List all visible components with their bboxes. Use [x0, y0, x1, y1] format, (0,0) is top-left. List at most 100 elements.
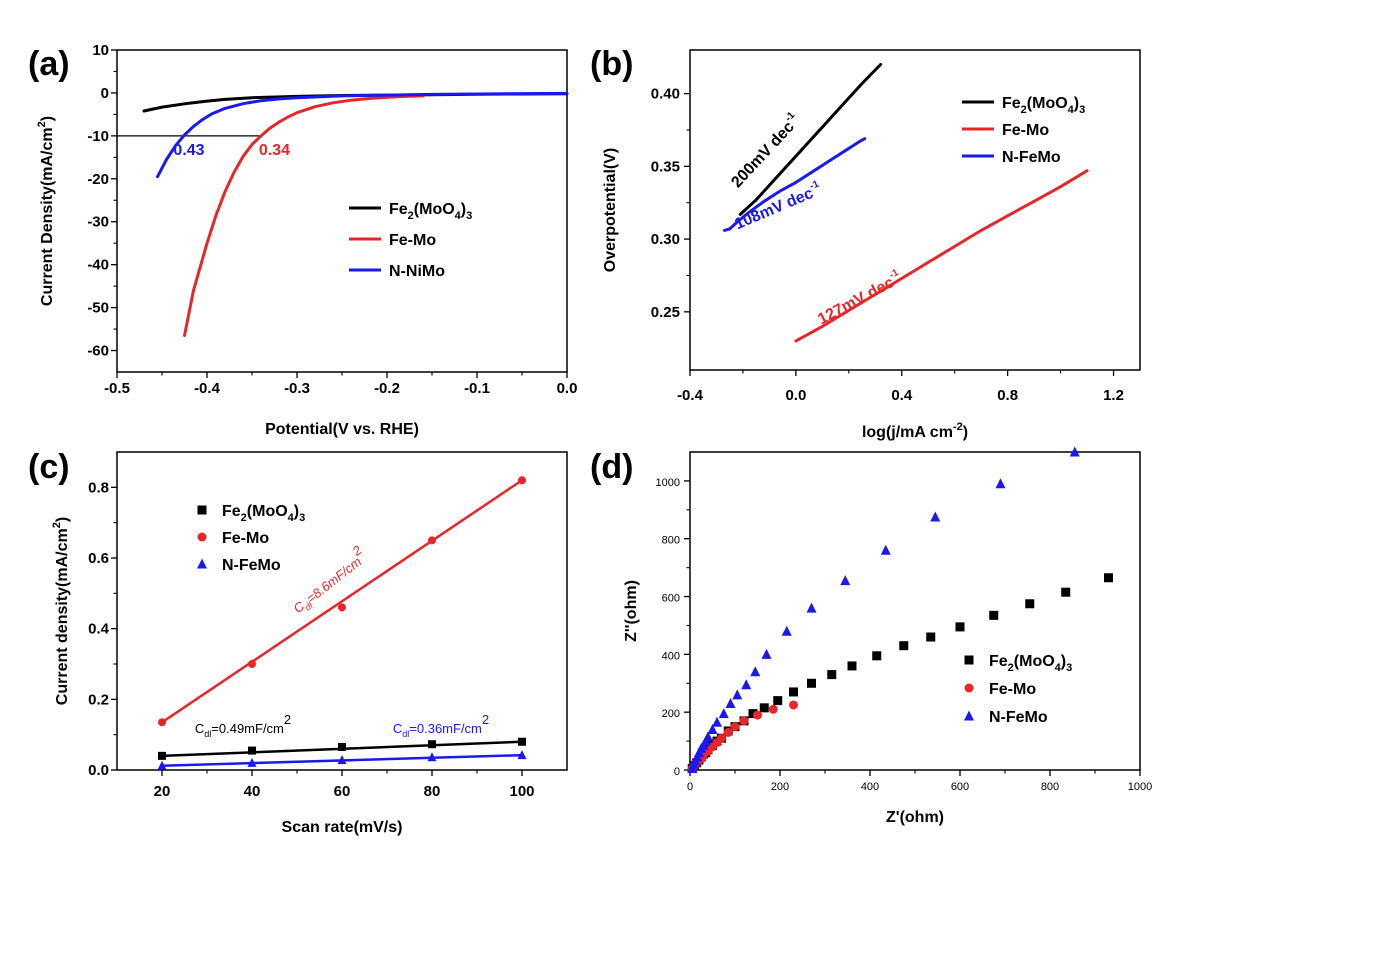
triangle-marker — [750, 666, 761, 677]
y-tick-label: 0 — [674, 766, 680, 778]
square-marker — [518, 737, 526, 746]
legend-label: Fe2(MoO4)3 — [222, 503, 305, 524]
x-tick-label: 1000 — [1128, 781, 1152, 793]
value-annotation: 0.43 — [173, 142, 204, 159]
cdl-annotation: Cdl=0.49mF/cm2 — [195, 712, 291, 739]
square-marker — [1061, 587, 1071, 597]
square-marker — [1025, 599, 1035, 609]
y-tick-label: 800 — [662, 535, 680, 547]
legend-label: N-FeMo — [1002, 149, 1061, 166]
triangle-marker — [725, 698, 736, 709]
x-tick-label: 1.2 — [1103, 387, 1124, 404]
triangle-marker — [517, 750, 527, 760]
circle-marker — [518, 476, 526, 485]
x-tick-label: 60 — [334, 783, 351, 800]
plot-frame — [116, 49, 568, 373]
chart-panel-b: (b) -0.4 0.0 0.4 0.8 1.2 0.25 0.30 0.35 0.40 log(j… — [590, 45, 1141, 441]
x-tick-label: -0.2 — [374, 380, 400, 397]
y-tick-label: 0.8 — [88, 479, 109, 496]
triangle-marker — [712, 716, 722, 727]
square-marker — [899, 641, 909, 651]
triangle-marker — [741, 679, 752, 690]
triangle-marker — [197, 558, 207, 569]
y-axis-label: Current density(mA/cm2) — [51, 517, 71, 705]
square-marker — [807, 678, 816, 688]
square-marker — [338, 743, 346, 752]
y-axis-label: Z''(ohm) — [623, 580, 640, 642]
triangle-marker — [247, 757, 257, 767]
x-tick-label: 600 — [951, 781, 969, 793]
legend-label: Fe2(MoO4)3 — [1002, 95, 1085, 116]
x-axis-label: Potential(V vs. RHE) — [265, 421, 419, 438]
triangle-marker — [964, 710, 974, 721]
y-tick-label: 1000 — [656, 477, 680, 489]
circle-marker — [248, 660, 256, 668]
series-line-Fe-Mo — [183, 94, 425, 337]
y-tick-label: 0.6 — [88, 550, 109, 567]
y-tick-label: 0.2 — [88, 691, 109, 708]
series-line-Fe2(MoO4)3 — [738, 63, 883, 216]
x-tick-label: -0.4 — [194, 380, 221, 397]
square-marker — [158, 751, 166, 760]
triangle-marker — [157, 760, 167, 770]
panel-tag: (d) — [590, 448, 633, 486]
square-marker — [248, 746, 256, 755]
legend-label: Fe2(MoO4)3 — [389, 201, 472, 222]
x-tick-label: 200 — [771, 781, 789, 793]
circle-marker — [753, 710, 762, 720]
square-marker — [872, 651, 882, 661]
slope-annotation: 108mV dec-1 — [731, 178, 824, 233]
legend-label: Fe-Mo — [389, 232, 436, 249]
circle-marker — [964, 683, 974, 693]
triangle-marker — [1069, 446, 1080, 457]
x-tick-label: 0.8 — [997, 387, 1018, 404]
triangle-marker — [806, 602, 817, 613]
cdl-annotation: Cdl=8.6mF/cm2 — [285, 542, 372, 619]
x-axis-label: log(j/mA cm-2) — [862, 421, 968, 441]
triangle-marker — [732, 689, 743, 700]
y-tick-label: 0.25 — [651, 304, 680, 321]
circle-marker — [768, 704, 778, 714]
x-axis-label: Z'(ohm) — [886, 809, 944, 826]
panel-tag: (a) — [28, 45, 70, 83]
y-tick-label: 400 — [662, 650, 680, 662]
circle-marker — [338, 603, 346, 612]
x-tick-label: 0.0 — [785, 387, 806, 404]
legend-label: Fe2(MoO4)3 — [989, 653, 1072, 674]
chart-panel-c: (c) 20 40 60 80 100 0.0 0.2 0.4 0.6 0.8 Scan rate(m… — [28, 448, 568, 836]
triangle-marker — [703, 731, 713, 742]
legend: Fe2(MoO4)3 Fe-Mo N-NiMo — [349, 201, 472, 280]
square-marker — [1104, 573, 1113, 583]
square-marker — [428, 740, 436, 749]
y-tick-label: -60 — [87, 343, 109, 360]
circle-marker — [723, 727, 733, 737]
fit-line-Fe-Mo — [161, 479, 523, 724]
y-tick-label: -50 — [87, 300, 109, 317]
x-tick-label: 0 — [687, 781, 693, 793]
triangle-marker — [930, 511, 941, 522]
y-tick-label: -10 — [87, 128, 109, 145]
y-axis-label: Overpotential(V) — [602, 148, 619, 272]
square-marker — [748, 709, 758, 719]
triangle-marker — [427, 752, 437, 762]
triangle-marker — [995, 478, 1006, 489]
square-marker — [759, 703, 769, 713]
series-line-Fe-Mo — [794, 169, 1089, 343]
square-marker — [847, 661, 857, 671]
y-tick-label: 0.40 — [651, 86, 680, 103]
slope-annotation: 200mV dec-1 — [726, 110, 804, 192]
y-tick-label: 0.4 — [88, 621, 110, 638]
x-tick-label: 80 — [424, 783, 441, 800]
slope-annotation: 127mV dec-1 — [814, 267, 905, 328]
x-tick-label: 0.4 — [891, 387, 913, 404]
y-tick-label: -20 — [87, 171, 109, 188]
triangle-marker — [781, 625, 792, 636]
series-line-N-NiMo — [156, 91, 569, 179]
triangle-marker — [337, 755, 347, 765]
chart-panel-d: (d) 0 200 400 600 800 1000 0 200 400 600 800 1000 Z'(… — [590, 446, 1152, 826]
circle-marker — [789, 700, 798, 710]
x-axis-label: Scan rate(mV/s) — [282, 819, 403, 836]
y-tick-label: 600 — [662, 593, 680, 605]
cdl-annotation: Cdl=0.36mF/cm2 — [393, 712, 489, 739]
x-tick-label: 20 — [154, 783, 171, 800]
